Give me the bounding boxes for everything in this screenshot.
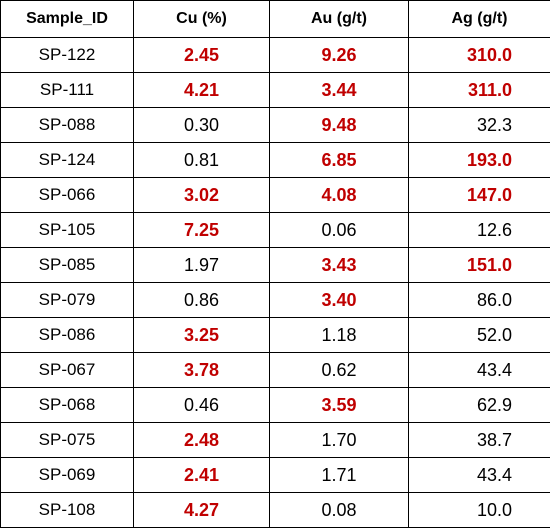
au-cell: 0.06 — [270, 213, 409, 248]
ag-cell: 12.6 — [409, 213, 550, 248]
cu-cell: 0.81 — [134, 143, 270, 178]
cu-cell: 2.48 — [134, 423, 270, 458]
table-row: SP-122 2.45 9.26 310.0 — [1, 38, 550, 73]
cu-cell: 3.78 — [134, 353, 270, 388]
header-sample-id: Sample_ID — [1, 1, 134, 38]
sample-id-cell: SP-124 — [1, 143, 134, 178]
ag-cell: 52.0 — [409, 318, 550, 353]
ag-cell: 147.0 — [409, 178, 550, 213]
ag-cell: 311.0 — [409, 73, 550, 108]
table-row: SP-066 3.02 4.08 147.0 — [1, 178, 550, 213]
sample-id-cell: SP-088 — [1, 108, 134, 143]
sample-id-cell: SP-075 — [1, 423, 134, 458]
sample-id-cell: SP-085 — [1, 248, 134, 283]
sample-id-cell: SP-069 — [1, 458, 134, 493]
table-row: SP-069 2.41 1.71 43.4 — [1, 458, 550, 493]
au-cell: 9.26 — [270, 38, 409, 73]
cu-cell: 0.86 — [134, 283, 270, 318]
ag-cell: 43.4 — [409, 458, 550, 493]
sample-id-cell: SP-111 — [1, 73, 134, 108]
cu-cell: 3.25 — [134, 318, 270, 353]
au-cell: 6.85 — [270, 143, 409, 178]
cu-cell: 0.46 — [134, 388, 270, 423]
table-row: SP-108 4.27 0.08 10.0 — [1, 493, 550, 528]
cu-cell: 4.27 — [134, 493, 270, 528]
table-row: SP-085 1.97 3.43 151.0 — [1, 248, 550, 283]
sample-id-cell: SP-122 — [1, 38, 134, 73]
sample-id-cell: SP-068 — [1, 388, 134, 423]
sample-id-cell: SP-108 — [1, 493, 134, 528]
sample-id-cell: SP-086 — [1, 318, 134, 353]
cu-cell: 2.45 — [134, 38, 270, 73]
au-cell: 1.18 — [270, 318, 409, 353]
au-cell: 9.48 — [270, 108, 409, 143]
table-body: SP-122 2.45 9.26 310.0 SP-111 4.21 3.44 … — [1, 38, 550, 528]
cu-cell: 0.30 — [134, 108, 270, 143]
table-row: SP-105 7.25 0.06 12.6 — [1, 213, 550, 248]
ag-cell: 193.0 — [409, 143, 550, 178]
ag-cell: 32.3 — [409, 108, 550, 143]
ag-cell: 38.7 — [409, 423, 550, 458]
table-row: SP-079 0.86 3.40 86.0 — [1, 283, 550, 318]
au-cell: 3.40 — [270, 283, 409, 318]
au-cell: 1.71 — [270, 458, 409, 493]
table-row: SP-067 3.78 0.62 43.4 — [1, 353, 550, 388]
header-ag: Ag (g/t) — [409, 1, 550, 38]
au-cell: 1.70 — [270, 423, 409, 458]
au-cell: 0.08 — [270, 493, 409, 528]
au-cell: 0.62 — [270, 353, 409, 388]
ag-cell: 10.0 — [409, 493, 550, 528]
sample-id-cell: SP-105 — [1, 213, 134, 248]
table-row: SP-111 4.21 3.44 311.0 — [1, 73, 550, 108]
cu-cell: 1.97 — [134, 248, 270, 283]
ag-cell: 310.0 — [409, 38, 550, 73]
sample-id-cell: SP-079 — [1, 283, 134, 318]
table-row: SP-086 3.25 1.18 52.0 — [1, 318, 550, 353]
cu-cell: 7.25 — [134, 213, 270, 248]
table-row: SP-068 0.46 3.59 62.9 — [1, 388, 550, 423]
au-cell: 3.43 — [270, 248, 409, 283]
ag-cell: 62.9 — [409, 388, 550, 423]
au-cell: 4.08 — [270, 178, 409, 213]
table-row: SP-088 0.30 9.48 32.3 — [1, 108, 550, 143]
ag-cell: 151.0 — [409, 248, 550, 283]
header-cu: Cu (%) — [134, 1, 270, 38]
au-cell: 3.44 — [270, 73, 409, 108]
header-au: Au (g/t) — [270, 1, 409, 38]
header-row: Sample_ID Cu (%) Au (g/t) Ag (g/t) — [1, 1, 550, 38]
cu-cell: 4.21 — [134, 73, 270, 108]
sample-id-cell: SP-067 — [1, 353, 134, 388]
ag-cell: 43.4 — [409, 353, 550, 388]
ag-cell: 86.0 — [409, 283, 550, 318]
table-row: SP-124 0.81 6.85 193.0 — [1, 143, 550, 178]
cu-cell: 2.41 — [134, 458, 270, 493]
sample-id-cell: SP-066 — [1, 178, 134, 213]
au-cell: 3.59 — [270, 388, 409, 423]
cu-cell: 3.02 — [134, 178, 270, 213]
table-row: SP-075 2.48 1.70 38.7 — [1, 423, 550, 458]
